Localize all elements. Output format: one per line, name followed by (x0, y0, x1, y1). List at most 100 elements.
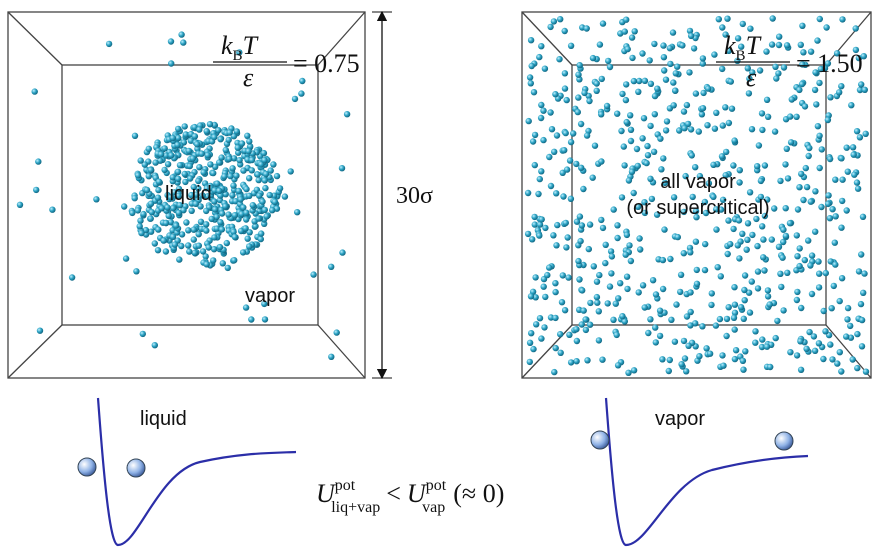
particle (687, 308, 694, 316)
particle (807, 48, 815, 55)
particle (598, 111, 605, 118)
particle (708, 301, 715, 309)
particle (558, 299, 566, 306)
particle (853, 128, 861, 135)
particle (725, 304, 732, 311)
particle (812, 228, 819, 235)
particle (768, 41, 776, 48)
particle (547, 182, 555, 190)
particle (801, 256, 808, 264)
particle (803, 183, 811, 191)
particle (576, 61, 583, 69)
particle (857, 300, 865, 308)
particle (162, 152, 170, 159)
particle (681, 125, 688, 132)
particle (205, 244, 212, 251)
particle (553, 242, 560, 249)
particle (552, 91, 559, 98)
particle (169, 174, 176, 181)
particle (755, 142, 763, 149)
particle (195, 231, 202, 238)
particle (805, 237, 812, 244)
particle (813, 101, 820, 108)
particle (722, 172, 729, 179)
particle (719, 196, 727, 203)
particle-ball (126, 458, 146, 478)
particle (639, 50, 646, 57)
particle (607, 248, 615, 255)
potential-label: vapor (655, 408, 705, 430)
particle (796, 184, 803, 191)
particle (756, 67, 764, 74)
particle (836, 89, 843, 96)
particle (566, 331, 573, 338)
particle (590, 263, 597, 270)
particle (823, 24, 830, 31)
particle (575, 94, 582, 101)
particle (807, 198, 814, 205)
particle (526, 74, 534, 81)
particle (172, 222, 180, 229)
particle (532, 274, 539, 281)
particle (787, 113, 794, 120)
particle (772, 334, 779, 342)
particle (861, 86, 868, 94)
particle (731, 301, 739, 308)
particle (816, 270, 823, 277)
particle (224, 264, 231, 272)
particle (802, 164, 809, 172)
particle (724, 15, 731, 22)
particle (782, 161, 789, 168)
particle (722, 104, 729, 111)
particle (786, 220, 794, 227)
particle (639, 282, 647, 289)
particle (298, 90, 305, 97)
particle (630, 77, 638, 85)
particle (567, 195, 575, 202)
particle (622, 96, 630, 104)
particle (833, 50, 841, 57)
particle (764, 113, 772, 121)
particle (218, 226, 226, 233)
particle (696, 353, 703, 360)
particle (612, 300, 619, 307)
particle (699, 323, 706, 330)
particle (704, 122, 711, 129)
particle (826, 215, 834, 222)
particle (613, 331, 620, 339)
particle (659, 356, 666, 363)
particle (580, 185, 587, 193)
particle (186, 162, 193, 170)
particle (162, 248, 170, 255)
particle (563, 166, 571, 173)
particle (662, 76, 670, 83)
particle (524, 189, 532, 197)
particle (693, 266, 700, 274)
particle (169, 233, 177, 240)
particle (174, 141, 181, 149)
particle (192, 200, 199, 207)
particle (176, 202, 184, 209)
particle (93, 196, 100, 203)
particle (727, 78, 734, 85)
particle (627, 257, 635, 265)
particle (838, 368, 845, 375)
particle (801, 103, 809, 110)
particle (680, 337, 688, 345)
particle (531, 161, 538, 169)
particle (229, 192, 236, 199)
particle (827, 94, 834, 101)
particle (843, 144, 850, 151)
particle (233, 128, 240, 135)
particle (794, 253, 801, 260)
particle (651, 92, 659, 100)
symbol: k (724, 31, 736, 60)
particle (624, 45, 631, 53)
particle (567, 138, 575, 146)
particle (812, 188, 819, 195)
particle (680, 208, 688, 216)
particle (557, 16, 564, 23)
particle (687, 289, 694, 296)
particle (635, 289, 642, 296)
